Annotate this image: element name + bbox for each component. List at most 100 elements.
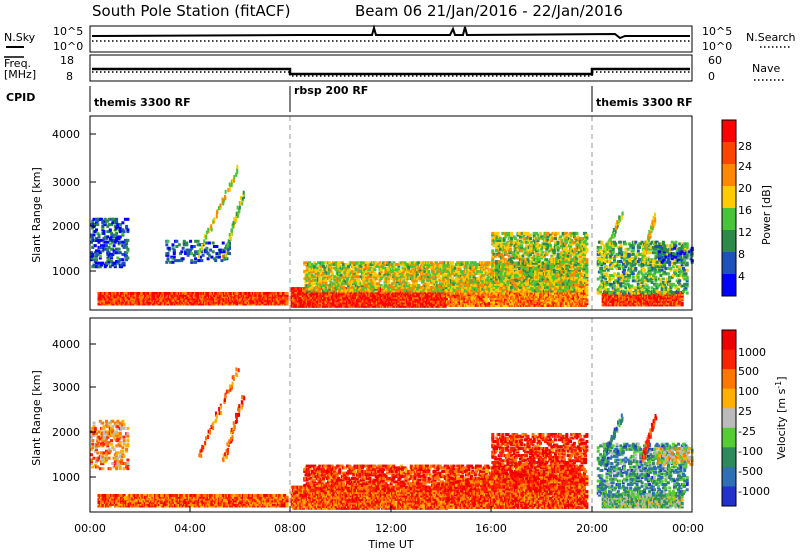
data-cell	[421, 301, 425, 305]
data-cell	[345, 296, 349, 299]
data-cell	[235, 302, 239, 306]
data-cell	[370, 289, 374, 293]
data-cell	[324, 280, 328, 284]
nave-line	[92, 71, 690, 77]
data-cell	[359, 296, 363, 299]
data-cell	[423, 287, 427, 291]
data-cell	[448, 268, 452, 272]
data-cell	[399, 275, 403, 279]
data-cell	[381, 289, 384, 293]
data-cell	[447, 278, 451, 282]
data-cell	[328, 275, 332, 279]
data-cell	[465, 284, 468, 288]
data-cell	[451, 303, 455, 307]
data-cell	[441, 266, 445, 270]
data-cell	[166, 292, 170, 295]
data-cell	[212, 295, 216, 299]
data-cell	[423, 285, 427, 289]
data-cell	[580, 302, 584, 306]
data-cell	[407, 282, 411, 286]
data-cell	[457, 261, 461, 265]
data-cell	[325, 268, 329, 272]
data-cell	[357, 282, 361, 286]
data-cell	[387, 280, 391, 284]
data-cell	[367, 287, 371, 291]
data-cell	[462, 277, 466, 281]
data-cell	[368, 289, 372, 293]
data-cell	[482, 273, 486, 277]
data-cell	[546, 303, 550, 307]
data-cell	[241, 293, 245, 297]
data-cell	[98, 295, 102, 299]
data-cell	[328, 263, 332, 266]
data-cell	[133, 302, 137, 306]
data-cell	[471, 295, 475, 299]
data-cell	[442, 275, 446, 279]
data-cell	[419, 289, 423, 293]
data-cell	[452, 282, 456, 286]
data-cell	[383, 301, 387, 305]
data-cell	[561, 303, 565, 307]
data-cell	[335, 297, 339, 301]
data-cell	[378, 261, 382, 265]
data-cell	[444, 278, 448, 282]
data-cell	[406, 271, 410, 275]
data-cell	[355, 289, 359, 293]
data-cell	[396, 277, 399, 281]
data-cell	[148, 292, 152, 295]
data-cell	[323, 266, 327, 270]
data-cell	[357, 275, 361, 279]
data-cell	[359, 264, 363, 268]
data-cell	[303, 270, 307, 274]
data-cell	[155, 299, 159, 302]
data-cell	[369, 266, 373, 270]
data-cell	[436, 263, 440, 266]
data-cell	[483, 280, 487, 284]
data-cell	[355, 264, 359, 268]
data-cell	[150, 297, 154, 301]
data-cell	[348, 270, 352, 274]
data-cell	[389, 294, 393, 298]
data-cell	[397, 289, 401, 293]
data-cell	[320, 263, 324, 266]
data-cell	[418, 278, 422, 282]
data-cell	[427, 277, 431, 281]
data-cell	[151, 295, 155, 299]
data-cell	[312, 278, 315, 282]
data-cell	[384, 289, 388, 293]
data-cell	[116, 293, 120, 297]
data-cell	[186, 297, 190, 301]
data-cell	[155, 293, 159, 297]
data-cell	[510, 298, 514, 302]
data-cell	[439, 289, 443, 293]
data-cell	[407, 264, 411, 268]
data-cell	[503, 298, 507, 302]
data-cell	[329, 285, 333, 289]
data-cell	[411, 287, 415, 291]
data-cell	[421, 280, 425, 284]
data-cell	[472, 273, 476, 277]
data-cell	[219, 293, 223, 297]
data-cell	[406, 285, 410, 289]
data-cell	[147, 295, 151, 299]
data-cell	[344, 263, 348, 266]
data-cell	[372, 266, 376, 270]
data-cell	[374, 284, 378, 288]
data-cell	[461, 289, 465, 293]
data-cell	[382, 266, 386, 270]
data-cell	[315, 287, 319, 291]
data-cell	[453, 296, 457, 300]
data-cell	[335, 270, 339, 274]
data-cell	[434, 299, 438, 303]
data-cell	[465, 268, 468, 272]
data-cell	[463, 282, 467, 286]
data-cell	[427, 263, 431, 266]
data-cell	[491, 296, 495, 300]
data-cell	[98, 293, 102, 297]
data-cell	[485, 302, 489, 306]
data-cell	[485, 282, 489, 286]
data-cell	[463, 295, 467, 299]
data-cell	[523, 295, 527, 299]
data-cell	[408, 263, 412, 266]
data-cell	[337, 273, 341, 277]
